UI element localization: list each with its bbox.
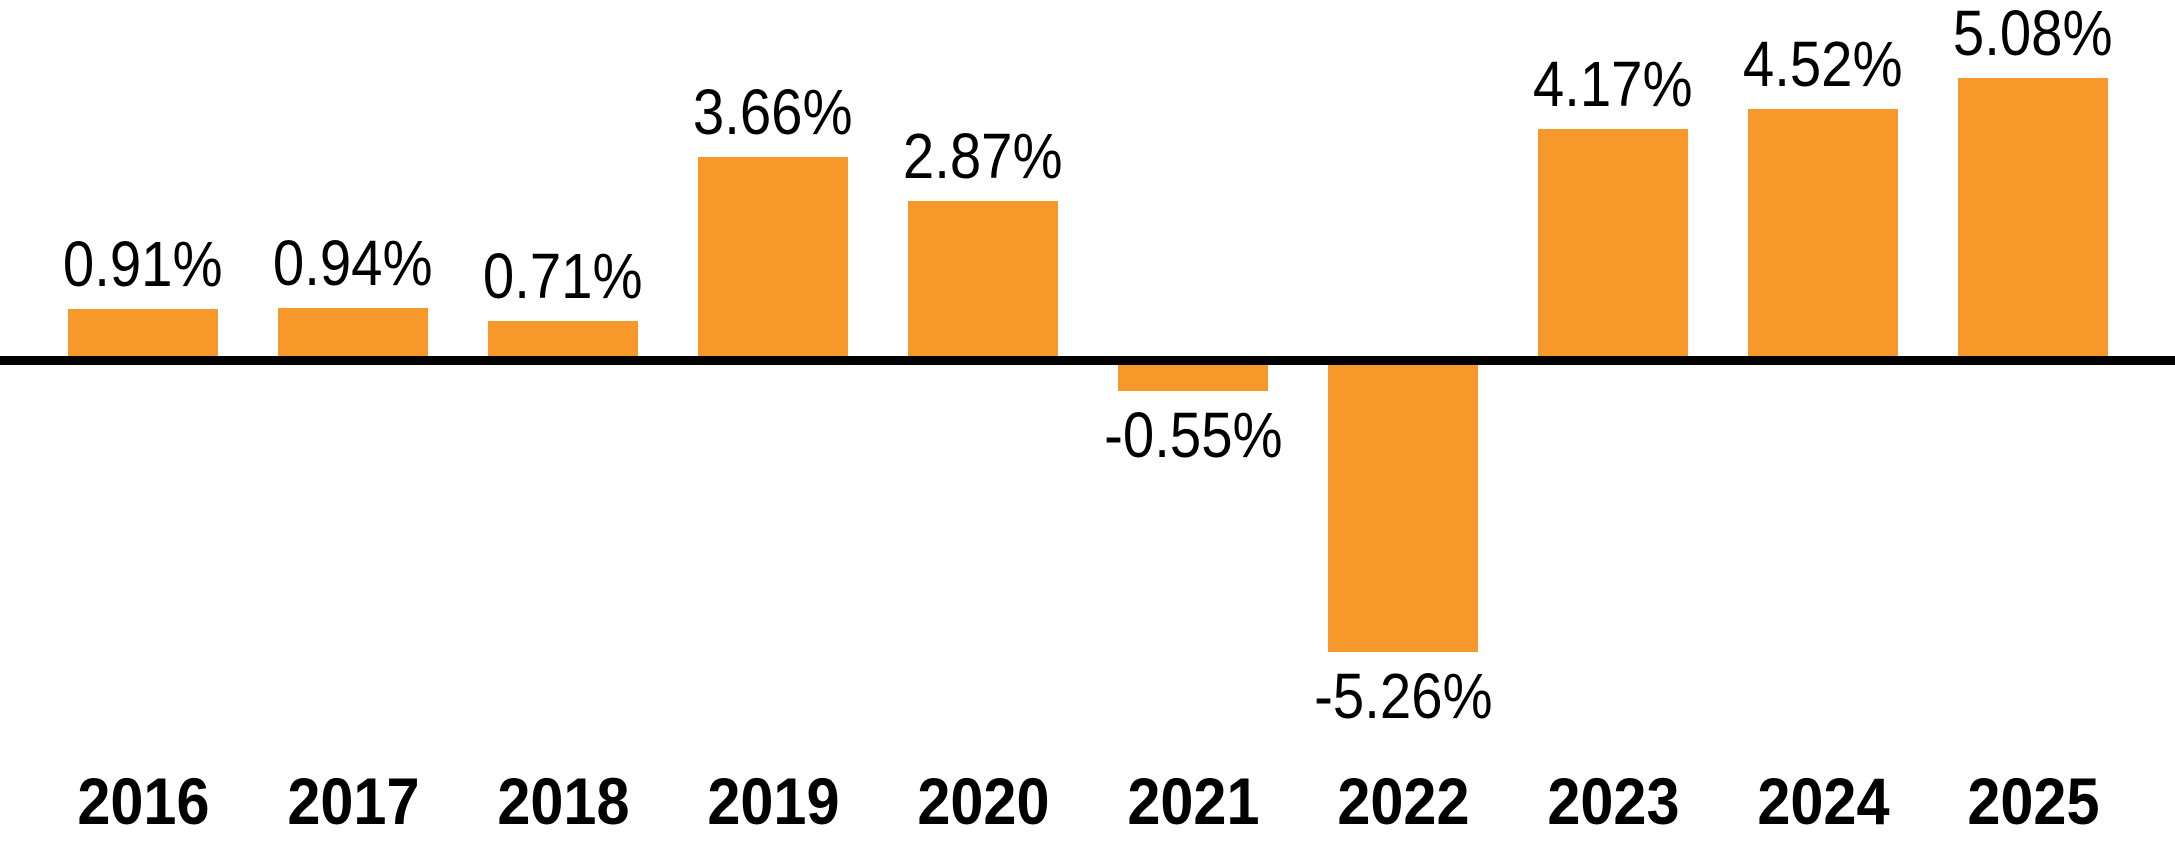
x-axis-tick-label: 2016 bbox=[0, 768, 353, 834]
year-label-text: 2018 bbox=[496, 764, 630, 838]
x-axis-tick-label: 2024 bbox=[1613, 768, 2033, 834]
x-axis-tick-label: 2025 bbox=[1823, 768, 2175, 834]
x-axis-tick-label: 2017 bbox=[143, 768, 563, 834]
value-label-text: 4.52% bbox=[1743, 28, 1903, 101]
value-label-text: 0.91% bbox=[63, 228, 223, 301]
year-label-text: 2020 bbox=[916, 764, 1050, 838]
value-label-text: -5.26% bbox=[1313, 659, 1493, 732]
value-label-text: 2.87% bbox=[903, 119, 1063, 192]
value-label-text: 5.08% bbox=[1953, 0, 2113, 70]
value-label: 3.66% bbox=[563, 80, 983, 144]
value-label-text: 3.66% bbox=[693, 75, 853, 148]
value-label: 0.91% bbox=[0, 232, 353, 296]
value-label-text: 4.17% bbox=[1533, 47, 1693, 120]
bar bbox=[1958, 78, 2108, 360]
year-label-text: 2016 bbox=[76, 764, 210, 838]
x-axis-tick-label: 2022 bbox=[1193, 768, 1613, 834]
value-label: 0.71% bbox=[353, 244, 773, 308]
value-label: -0.55% bbox=[983, 403, 1403, 467]
year-label-text: 2017 bbox=[286, 764, 420, 838]
year-label-text: 2024 bbox=[1756, 764, 1890, 838]
year-label-text: 2021 bbox=[1126, 764, 1260, 838]
value-label: 2.87% bbox=[773, 124, 1193, 188]
x-axis-tick-label: 2023 bbox=[1403, 768, 1823, 834]
bar bbox=[68, 309, 218, 360]
value-label: 4.17% bbox=[1403, 52, 1823, 116]
zero-axis-line bbox=[0, 356, 2175, 365]
year-label-text: 2022 bbox=[1336, 764, 1470, 838]
x-axis-tick-label: 2021 bbox=[983, 768, 1403, 834]
bar bbox=[1538, 128, 1688, 360]
bar bbox=[698, 156, 848, 360]
value-label: -5.26% bbox=[1193, 664, 1613, 728]
value-label-text: -0.55% bbox=[1103, 398, 1283, 471]
x-axis-tick-label: 2019 bbox=[563, 768, 983, 834]
bar bbox=[488, 320, 638, 360]
bar bbox=[1748, 109, 1898, 360]
year-label-text: 2025 bbox=[1966, 764, 2100, 838]
value-label: 5.08% bbox=[1823, 1, 2175, 65]
value-label: 0.94% bbox=[143, 231, 563, 295]
bar bbox=[278, 307, 428, 360]
value-label: 4.52% bbox=[1613, 32, 2033, 96]
year-label-text: 2019 bbox=[706, 764, 840, 838]
bar bbox=[1118, 360, 1268, 391]
bar bbox=[1328, 360, 1478, 652]
x-axis-tick-label: 2020 bbox=[773, 768, 1193, 834]
value-label-text: 0.71% bbox=[483, 239, 643, 312]
year-label-text: 2023 bbox=[1546, 764, 1680, 838]
x-axis-tick-label: 2018 bbox=[353, 768, 773, 834]
bar bbox=[908, 200, 1058, 360]
value-label-text: 0.94% bbox=[273, 226, 433, 299]
